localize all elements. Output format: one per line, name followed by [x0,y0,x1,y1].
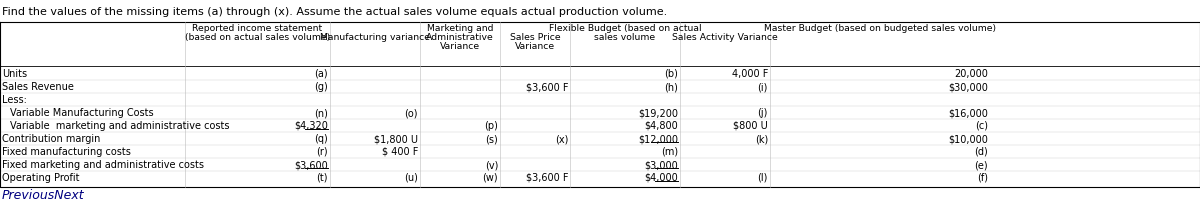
Text: (m): (m) [661,147,678,157]
Text: (d): (d) [974,147,988,157]
Text: Units: Units [2,69,28,79]
Text: (based on actual sales volume): (based on actual sales volume) [185,33,330,42]
Text: 4,000 F: 4,000 F [732,69,768,79]
Text: Fixed marketing and administrative costs: Fixed marketing and administrative costs [2,160,204,170]
Text: Variable Manufacturing Costs: Variable Manufacturing Costs [10,108,154,118]
Text: $ 400 F: $ 400 F [382,147,418,157]
Text: (p): (p) [484,121,498,131]
Text: (c): (c) [974,121,988,131]
Text: Flexible Budget (based on actual: Flexible Budget (based on actual [548,24,701,33]
Text: (w): (w) [482,173,498,183]
Text: $3,600 F: $3,600 F [526,173,568,183]
Text: $4,800: $4,800 [644,121,678,131]
Text: 20,000: 20,000 [954,69,988,79]
Text: (h): (h) [664,82,678,92]
Text: (l): (l) [757,173,768,183]
Text: Find the values of the missing items (a) through (x). Assume the actual sales vo: Find the values of the missing items (a)… [2,7,667,17]
Text: (j): (j) [757,108,768,118]
Text: Fixed manufacturing costs: Fixed manufacturing costs [2,147,131,157]
Text: (n): (n) [314,108,328,118]
Text: Sales Price: Sales Price [510,33,560,42]
Text: $3,600: $3,600 [294,160,328,170]
Text: (a): (a) [314,69,328,79]
Text: (v): (v) [485,160,498,170]
Text: $30,000: $30,000 [948,82,988,92]
Text: (s): (s) [485,134,498,144]
Text: Operating Profit: Operating Profit [2,173,79,183]
Text: sales volume: sales volume [594,33,655,42]
Text: $10,000: $10,000 [948,134,988,144]
Text: Reported income statement: Reported income statement [192,24,323,33]
Text: (b): (b) [664,69,678,79]
Text: (o): (o) [404,108,418,118]
Text: $3,000: $3,000 [644,160,678,170]
Text: (f): (f) [977,173,988,183]
Text: $1,800 U: $1,800 U [374,134,418,144]
Text: (u): (u) [404,173,418,183]
Text: (t): (t) [317,173,328,183]
Text: (g): (g) [314,82,328,92]
Text: $4,320: $4,320 [294,121,328,131]
Text: Sales Revenue: Sales Revenue [2,82,74,92]
Text: (e): (e) [974,160,988,170]
Text: (q): (q) [314,134,328,144]
Text: Administrative: Administrative [426,33,494,42]
Text: $16,000: $16,000 [948,108,988,118]
Text: (x): (x) [554,134,568,144]
Text: PreviousNext: PreviousNext [2,189,85,202]
Text: (i): (i) [757,82,768,92]
Text: Less:: Less: [2,95,26,105]
Text: Variance: Variance [515,42,556,51]
Text: Contribution margin: Contribution margin [2,134,101,144]
Text: Marketing and: Marketing and [427,24,493,33]
Text: Sales Activity Variance: Sales Activity Variance [672,33,778,42]
Text: Manufacturing variance: Manufacturing variance [320,33,430,42]
Text: $12,000: $12,000 [638,134,678,144]
Text: $19,200: $19,200 [638,108,678,118]
Text: $3,600 F: $3,600 F [526,82,568,92]
Text: Master Budget (based on budgeted sales volume): Master Budget (based on budgeted sales v… [764,24,996,33]
Text: Variable  marketing and administrative costs: Variable marketing and administrative co… [10,121,229,131]
Text: (r): (r) [317,147,328,157]
Text: $800 U: $800 U [733,121,768,131]
Text: Variance: Variance [440,42,480,51]
Text: (k): (k) [755,134,768,144]
Text: $4,000: $4,000 [644,173,678,183]
